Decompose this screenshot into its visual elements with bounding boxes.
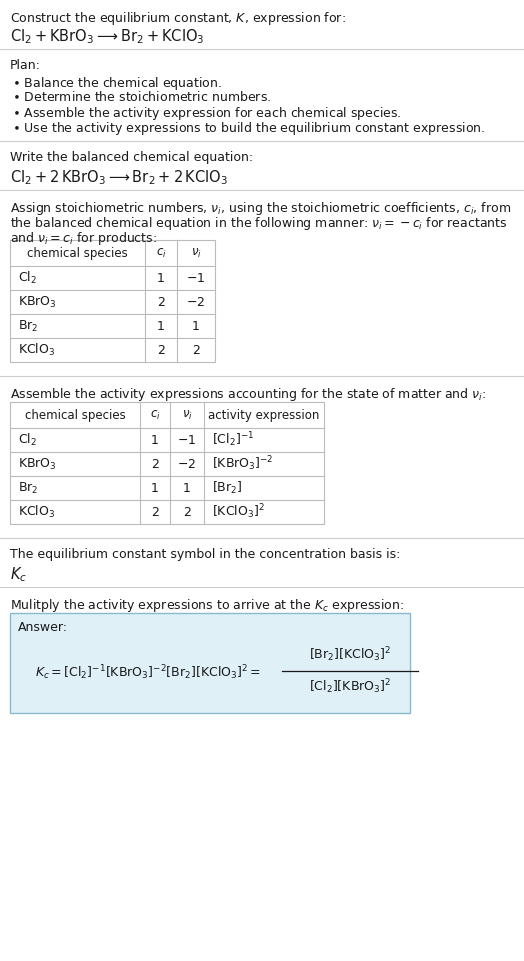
Text: $\mathrm{Br_2}$: $\mathrm{Br_2}$ — [18, 318, 38, 333]
Text: $\mathrm{KBrO_3}$: $\mathrm{KBrO_3}$ — [18, 456, 57, 472]
Text: $\mathrm{Cl_2 + 2\,KBrO_3 \longrightarrow Br_2 + 2\,KClO_3}$: $\mathrm{Cl_2 + 2\,KBrO_3 \longrightarro… — [10, 168, 228, 186]
Text: $\mathrm{KBrO_3}$: $\mathrm{KBrO_3}$ — [18, 294, 57, 309]
Text: $[\mathrm{KClO_3}]^2$: $[\mathrm{KClO_3}]^2$ — [212, 503, 265, 522]
Text: Answer:: Answer: — [18, 621, 68, 634]
Text: $c_i$: $c_i$ — [150, 408, 160, 422]
Text: $\nu_i$: $\nu_i$ — [182, 408, 192, 422]
Text: $[\mathrm{Br_2}][\mathrm{KClO_3}]^2$: $[\mathrm{Br_2}][\mathrm{KClO_3}]^2$ — [309, 646, 391, 664]
Text: $\mathrm{Cl_2 + KBrO_3 \longrightarrow Br_2 + KClO_3}$: $\mathrm{Cl_2 + KBrO_3 \longrightarrow B… — [10, 27, 204, 46]
Text: activity expression: activity expression — [209, 408, 320, 422]
Text: 1: 1 — [192, 319, 200, 333]
Text: Plan:: Plan: — [10, 59, 41, 72]
Text: $[\mathrm{Br_2}]$: $[\mathrm{Br_2}]$ — [212, 480, 243, 496]
Text: $K_c = [\mathrm{Cl_2}]^{-1}[\mathrm{KBrO_3}]^{-2}[\mathrm{Br_2}][\mathrm{KClO_3}: $K_c = [\mathrm{Cl_2}]^{-1}[\mathrm{KBrO… — [35, 664, 261, 682]
Text: $-2$: $-2$ — [187, 295, 205, 308]
Text: 2: 2 — [151, 505, 159, 519]
Text: $-1$: $-1$ — [178, 433, 196, 447]
Text: chemical species: chemical species — [27, 247, 128, 259]
Text: 2: 2 — [157, 343, 165, 357]
Text: $[\mathrm{Cl_2}]^{-1}$: $[\mathrm{Cl_2}]^{-1}$ — [212, 431, 254, 450]
Text: 1: 1 — [183, 481, 191, 495]
Text: and $\nu_i = c_i$ for products:: and $\nu_i = c_i$ for products: — [10, 230, 157, 247]
Text: $-1$: $-1$ — [187, 272, 205, 284]
Text: 2: 2 — [151, 457, 159, 471]
Text: Assemble the activity expressions accounting for the state of matter and $\nu_i$: Assemble the activity expressions accoun… — [10, 386, 486, 403]
Text: $-2$: $-2$ — [178, 457, 196, 471]
Text: $\bullet$ Determine the stoichiometric numbers.: $\bullet$ Determine the stoichiometric n… — [12, 90, 271, 104]
Text: chemical species: chemical species — [25, 408, 125, 422]
Text: Assign stoichiometric numbers, $\nu_i$, using the stoichiometric coefficients, $: Assign stoichiometric numbers, $\nu_i$, … — [10, 200, 511, 217]
Text: Write the balanced chemical equation:: Write the balanced chemical equation: — [10, 151, 253, 164]
Text: $[\mathrm{Cl_2}][\mathrm{KBrO_3}]^2$: $[\mathrm{Cl_2}][\mathrm{KBrO_3}]^2$ — [309, 678, 391, 697]
Text: $\mathrm{KClO_3}$: $\mathrm{KClO_3}$ — [18, 504, 55, 520]
Text: 2: 2 — [192, 343, 200, 357]
Text: 1: 1 — [151, 481, 159, 495]
FancyBboxPatch shape — [10, 613, 410, 713]
Text: 1: 1 — [157, 319, 165, 333]
Text: $\bullet$ Use the activity expressions to build the equilibrium constant express: $\bullet$ Use the activity expressions t… — [12, 120, 485, 137]
Text: $\mathrm{Br_2}$: $\mathrm{Br_2}$ — [18, 480, 38, 496]
Text: Mulitply the activity expressions to arrive at the $K_c$ expression:: Mulitply the activity expressions to arr… — [10, 597, 405, 614]
Text: $K_c$: $K_c$ — [10, 565, 27, 583]
Text: the balanced chemical equation in the following manner: $\nu_i = -c_i$ for react: the balanced chemical equation in the fo… — [10, 215, 507, 232]
Text: 1: 1 — [157, 272, 165, 284]
Bar — [10, 240, 215, 362]
Text: $[\mathrm{KBrO_3}]^{-2}$: $[\mathrm{KBrO_3}]^{-2}$ — [212, 455, 274, 474]
Text: $c_i$: $c_i$ — [156, 246, 166, 259]
Text: 2: 2 — [183, 505, 191, 519]
Text: Construct the equilibrium constant, $K$, expression for:: Construct the equilibrium constant, $K$,… — [10, 10, 346, 27]
Bar — [10, 402, 324, 524]
Text: $\mathrm{Cl_2}$: $\mathrm{Cl_2}$ — [18, 431, 37, 448]
Text: $\bullet$ Balance the chemical equation.: $\bullet$ Balance the chemical equation. — [12, 75, 222, 92]
Text: $\bullet$ Assemble the activity expression for each chemical species.: $\bullet$ Assemble the activity expressi… — [12, 105, 401, 122]
Text: $\mathrm{Cl_2}$: $\mathrm{Cl_2}$ — [18, 270, 37, 286]
Text: The equilibrium constant symbol in the concentration basis is:: The equilibrium constant symbol in the c… — [10, 548, 400, 561]
Text: 2: 2 — [157, 295, 165, 308]
Text: $\nu_i$: $\nu_i$ — [191, 246, 201, 259]
Text: $\mathrm{KClO_3}$: $\mathrm{KClO_3}$ — [18, 342, 55, 358]
Text: 1: 1 — [151, 433, 159, 447]
